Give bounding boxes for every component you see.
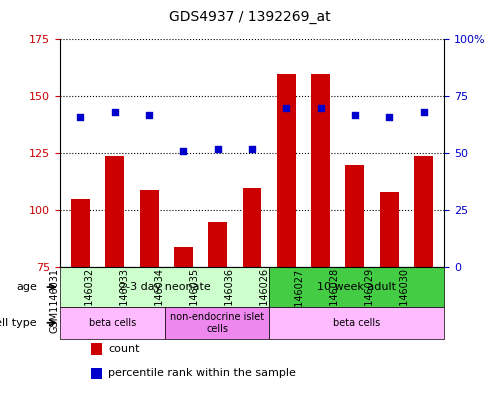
Bar <box>269 307 444 339</box>
Point <box>145 112 153 118</box>
Text: age: age <box>16 282 37 292</box>
Bar <box>71 199 90 268</box>
Point <box>316 105 324 111</box>
Text: GSM1146028: GSM1146028 <box>329 268 339 333</box>
Bar <box>140 190 159 268</box>
Text: GDS4937 / 1392269_at: GDS4937 / 1392269_at <box>169 9 330 24</box>
Bar <box>277 73 296 268</box>
Bar <box>60 307 165 339</box>
Text: beta cells: beta cells <box>89 318 136 328</box>
Bar <box>165 307 269 339</box>
Text: GSM1146030: GSM1146030 <box>399 268 409 333</box>
Text: count: count <box>108 344 139 354</box>
Point <box>179 148 187 154</box>
Point <box>351 112 359 118</box>
Text: GSM1146033: GSM1146033 <box>120 268 130 333</box>
Point <box>111 109 119 116</box>
Point <box>385 114 393 120</box>
Text: GSM1146027: GSM1146027 <box>294 268 304 334</box>
Text: GSM1146036: GSM1146036 <box>225 268 235 333</box>
Bar <box>269 268 444 307</box>
Text: 2-3 day neonate: 2-3 day neonate <box>119 282 211 292</box>
Bar <box>105 156 124 268</box>
Bar <box>243 187 261 268</box>
Bar <box>311 73 330 268</box>
Bar <box>60 268 269 307</box>
Bar <box>91 343 102 355</box>
Text: percentile rank within the sample: percentile rank within the sample <box>108 368 296 378</box>
Text: non-endocrine islet
cells: non-endocrine islet cells <box>170 312 264 334</box>
Text: 10 week adult: 10 week adult <box>317 282 396 292</box>
Bar <box>414 156 433 268</box>
Bar <box>380 192 399 268</box>
Bar <box>174 247 193 268</box>
Bar <box>208 222 227 268</box>
Bar <box>91 367 102 379</box>
Point <box>420 109 428 116</box>
Text: GSM1146035: GSM1146035 <box>190 268 200 333</box>
Text: GSM1146029: GSM1146029 <box>364 268 374 333</box>
Point <box>248 146 256 152</box>
Bar <box>345 165 364 268</box>
Text: GSM1146031: GSM1146031 <box>50 268 60 333</box>
Point <box>282 105 290 111</box>
Text: GSM1146034: GSM1146034 <box>155 268 165 333</box>
Text: GSM1146026: GSM1146026 <box>259 268 269 333</box>
Point <box>76 114 84 120</box>
Point <box>214 146 222 152</box>
Text: cell type: cell type <box>0 318 37 328</box>
Text: beta cells: beta cells <box>333 318 380 328</box>
Text: GSM1146032: GSM1146032 <box>85 268 95 333</box>
